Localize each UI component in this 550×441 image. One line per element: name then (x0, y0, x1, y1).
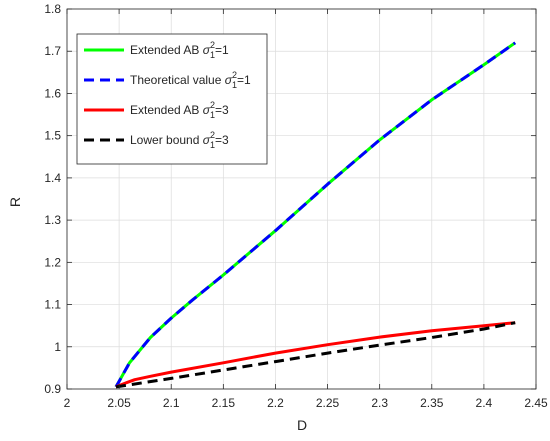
y-tick-label: 1 (54, 340, 61, 354)
x-tick-label: 2 (64, 396, 71, 410)
subscript-1: 1 (210, 50, 215, 60)
y-tick-label: 1.7 (44, 44, 61, 58)
superscript-2: 2 (210, 40, 215, 50)
series-line-3 (115, 321, 516, 389)
legend-suffix: =3 (215, 103, 229, 117)
sigma-symbol: σ (203, 43, 211, 57)
superscript-2: 2 (210, 130, 215, 140)
data-series (114, 41, 517, 389)
x-axis-label: D (297, 417, 307, 433)
x-tick-label: 2.15 (212, 396, 236, 410)
series-line-4 (115, 321, 516, 389)
sigma-symbol: σ (203, 133, 211, 147)
subscript-1: 1 (210, 110, 215, 120)
legend-entry-2: Theoretical value σ2 1=1 (130, 70, 251, 90)
legend-suffix: =1 (215, 43, 229, 57)
y-tick-label: 0.9 (44, 382, 61, 396)
x-tick-label: 2.2 (267, 396, 284, 410)
superscript-2: 2 (210, 100, 215, 110)
x-tick-label: 2.35 (420, 396, 444, 410)
superscript-2: 2 (232, 70, 237, 80)
y-tick-label: 1.1 (44, 298, 61, 312)
sigma-symbol: σ (203, 103, 211, 117)
legend-box (76, 33, 268, 165)
x-tick-label: 2.45 (524, 396, 548, 410)
x-tick-label: 2.05 (107, 396, 131, 410)
legend-prefix: Theoretical value (130, 73, 225, 87)
y-tick-label: 1.2 (44, 255, 61, 269)
legend-entry-1: Extended AB σ2 1=1 (130, 40, 229, 60)
plot-frame (66, 8, 537, 390)
x-tick-label: 2.25 (316, 396, 340, 410)
legend-entry-3: Extended AB σ2 1=3 (130, 100, 229, 120)
x-tick-label: 2.4 (476, 396, 493, 410)
legend-entry-4: Lower bound σ2 1=3 (130, 130, 229, 150)
y-tick-label: 1.6 (44, 86, 61, 100)
y-tick-label: 1.5 (44, 129, 61, 143)
legend-prefix: Lower bound (130, 133, 203, 147)
legend-prefix: Extended AB (130, 43, 203, 57)
subscript-1: 1 (232, 80, 237, 90)
legend-suffix: =1 (237, 73, 251, 87)
series-line-2 (114, 41, 517, 388)
axis-ticks: 2 2.05 2.1 2.15 2.2 2.25 2.3 2.35 2.4 2.45 0.9 1 1.1… (44, 2, 548, 410)
subscript-1: 1 (210, 140, 215, 150)
y-tick-label: 1.3 (44, 213, 61, 227)
x-tick-label: 2.3 (371, 396, 388, 410)
sigma-symbol: σ (225, 73, 233, 87)
y-axis-label: R (7, 197, 23, 207)
legend-prefix: Extended AB (130, 103, 203, 117)
legend-suffix: =3 (215, 133, 229, 147)
y-tick-label: 1.4 (44, 171, 61, 185)
y-tick-label: 1.8 (44, 2, 61, 16)
x-tick-label: 2.1 (163, 396, 180, 410)
